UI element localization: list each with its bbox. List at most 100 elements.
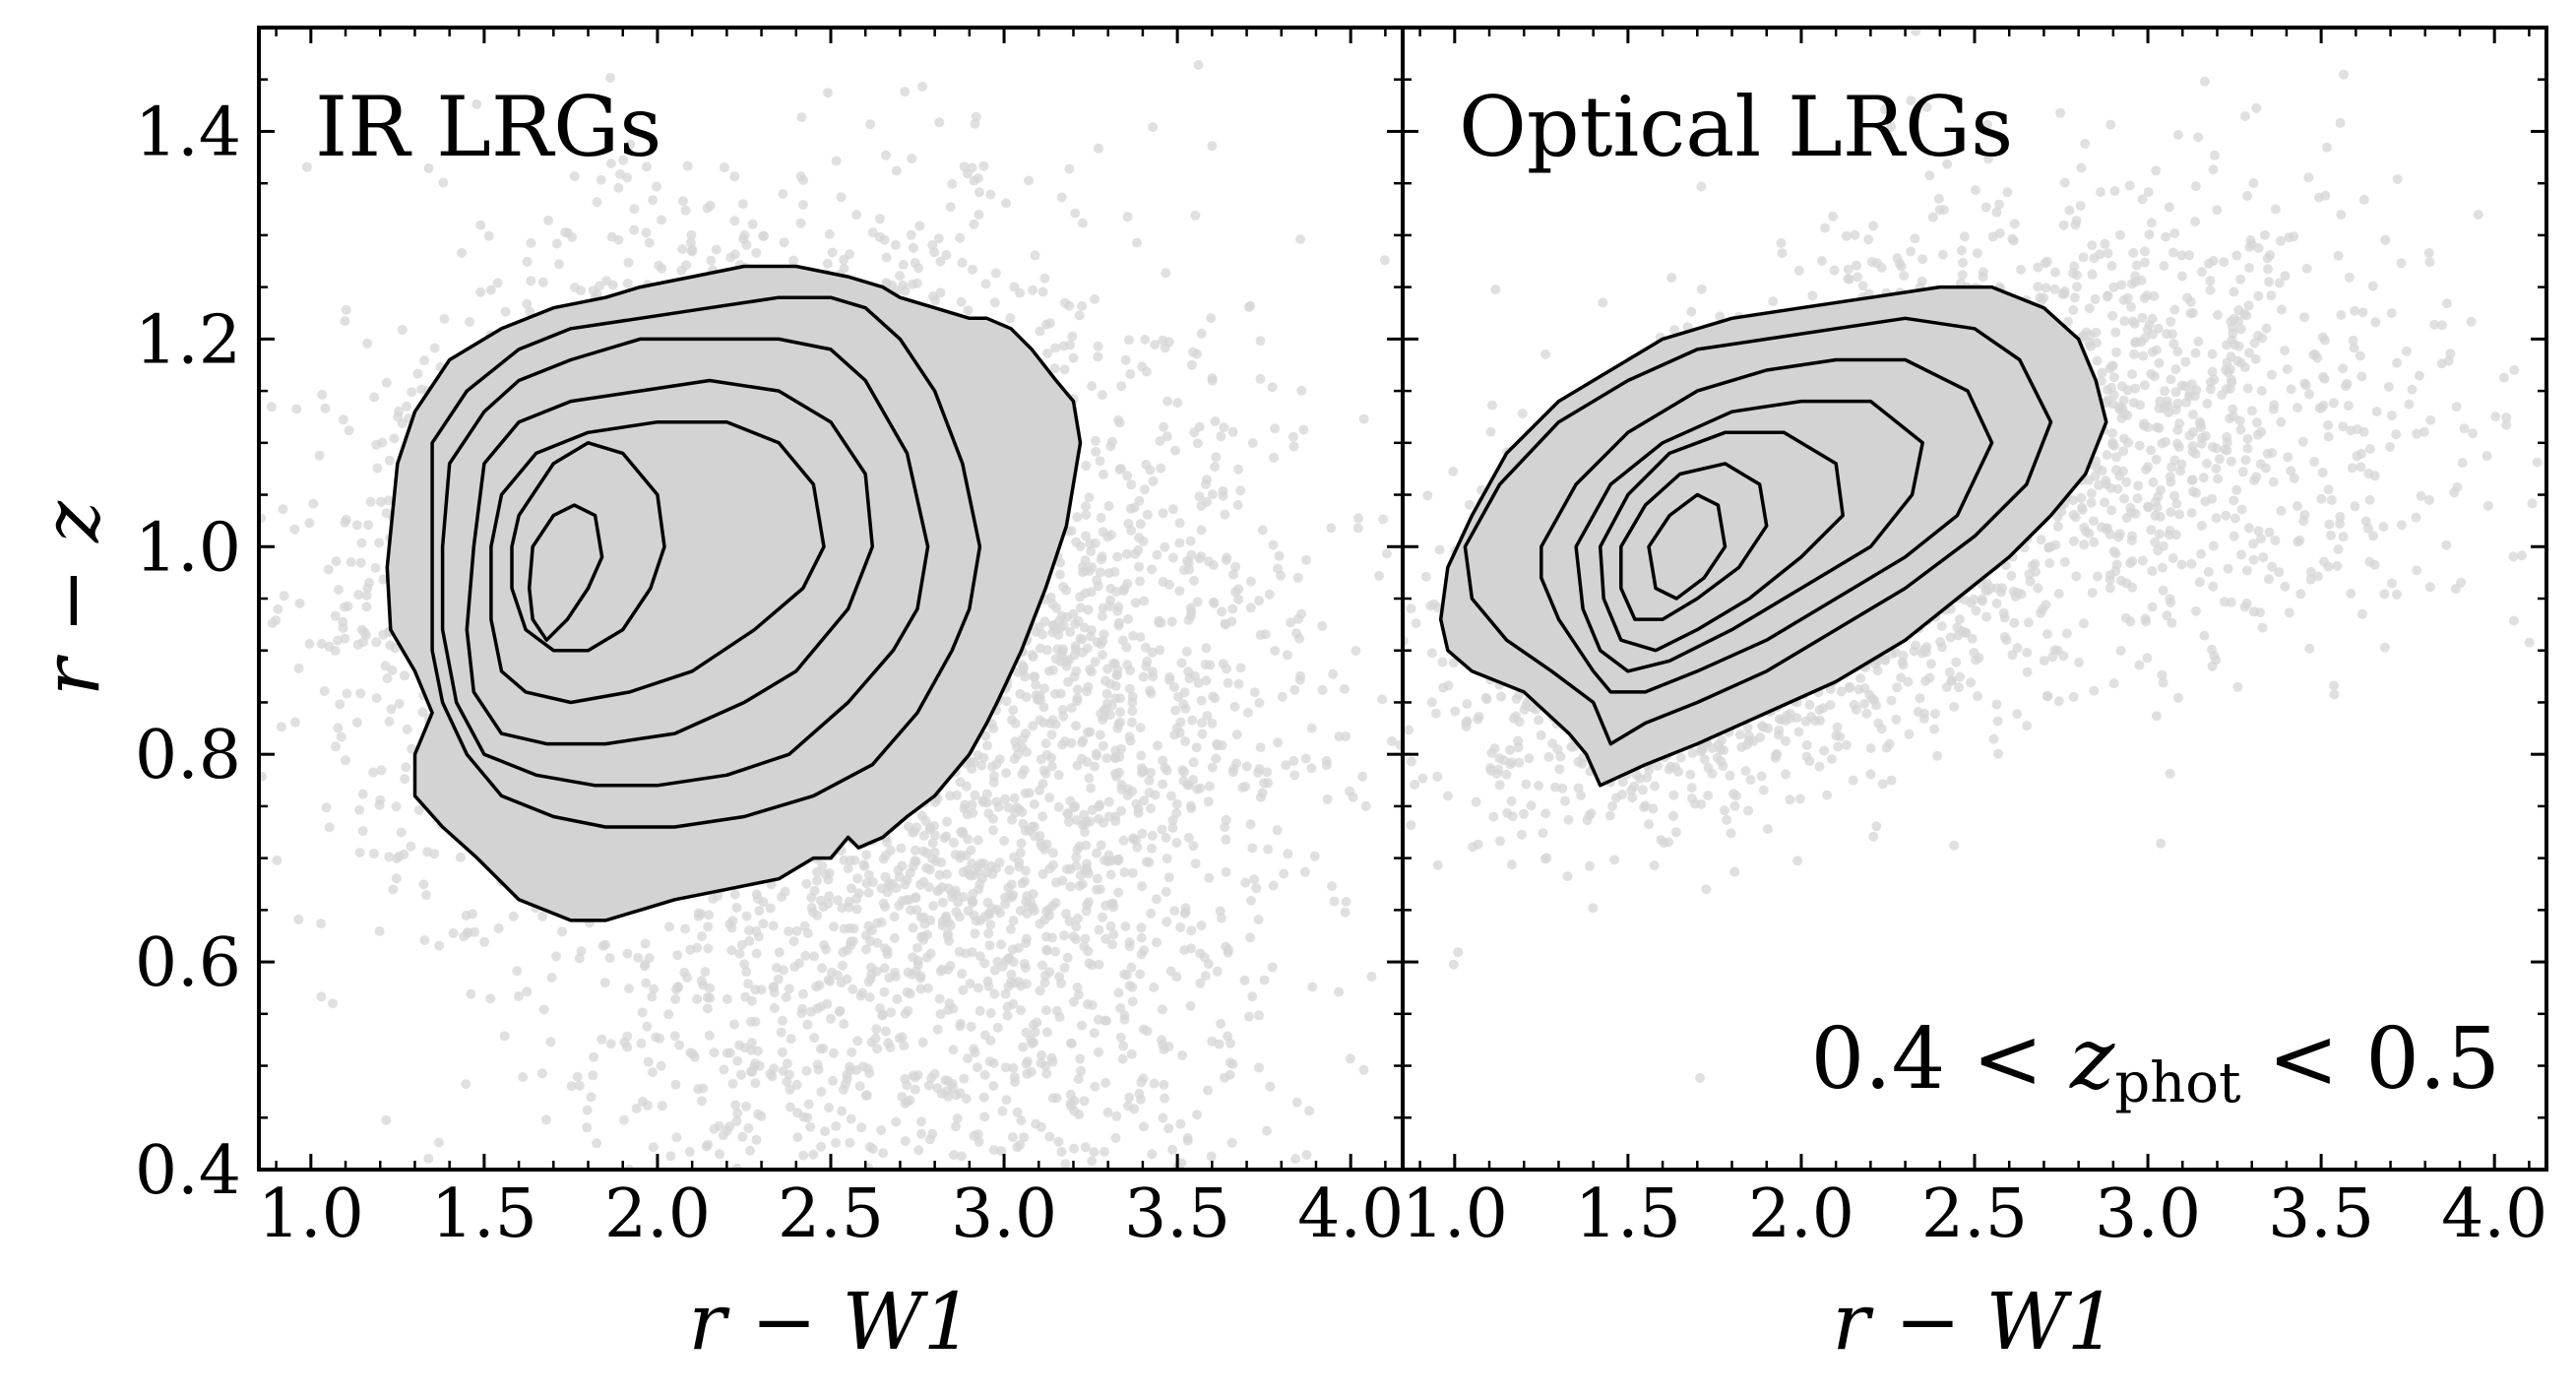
scatter-point — [1194, 421, 1205, 432]
scatter-point — [798, 1111, 809, 1122]
scatter-point — [745, 1066, 756, 1077]
scatter-point — [1041, 839, 1052, 850]
scatter-point — [512, 966, 523, 977]
scatter-point — [1126, 525, 1137, 536]
scatter-point — [652, 181, 661, 192]
scatter-point — [1137, 828, 1148, 839]
scatter-point — [999, 836, 1010, 846]
scatter-point — [912, 955, 923, 966]
scatter-point — [1158, 779, 1168, 790]
scatter-point — [333, 585, 344, 595]
scatter-point — [1163, 872, 1174, 883]
scatter-point — [1000, 794, 1010, 804]
scatter-point — [406, 841, 416, 852]
scatter-point — [892, 993, 903, 1004]
scatter-point — [844, 896, 854, 907]
scatter-point — [1130, 598, 1141, 608]
scatter-point — [816, 1141, 827, 1152]
scatter-point — [613, 234, 624, 245]
scatter-point — [1144, 857, 1155, 867]
scatter-point — [618, 155, 629, 165]
scatter-point — [963, 305, 974, 316]
scatter-point — [1235, 663, 1246, 673]
scatter-point — [982, 740, 992, 751]
scatter-point — [381, 508, 392, 519]
scatter-point — [722, 1048, 732, 1058]
scatter-point — [353, 590, 364, 601]
scatter-point — [1243, 1011, 1254, 1022]
scatter-point — [861, 878, 872, 889]
scatter-point — [1028, 721, 1038, 731]
scatter-point — [1095, 456, 1105, 467]
scatter-point — [413, 804, 424, 815]
scatter-point — [1077, 737, 1088, 748]
scatter-point — [702, 1003, 713, 1014]
scatter-point — [526, 237, 536, 248]
scatter-point — [670, 1079, 681, 1090]
scatter-point — [863, 869, 874, 880]
scatter-point — [1006, 892, 1017, 903]
scatter-point — [687, 246, 697, 257]
scatter-point — [680, 923, 691, 934]
scatter-point — [809, 951, 819, 962]
scatter-point — [1046, 761, 1057, 772]
scatter-point — [1113, 887, 1124, 898]
scatter-point — [1079, 809, 1090, 820]
scatter-point — [774, 947, 785, 958]
scatter-point — [1068, 996, 1079, 1007]
scatter-point — [917, 1037, 928, 1048]
scatter-point — [1041, 906, 1052, 917]
scatter-point — [371, 693, 382, 703]
scatter-point — [1176, 658, 1187, 668]
scatter-point — [1201, 675, 1212, 686]
scatter-point — [845, 923, 855, 933]
scatter-point — [697, 931, 707, 942]
scatter-point — [466, 988, 476, 999]
scatter-point — [901, 895, 911, 906]
scatter-point — [726, 945, 737, 956]
scatter-point — [889, 912, 900, 922]
scatter-point — [1137, 361, 1148, 372]
scatter-point — [1000, 1062, 1011, 1073]
scatter-point — [969, 870, 979, 880]
scatter-point — [294, 598, 305, 608]
scatter-point — [1156, 617, 1166, 628]
scatter-point — [356, 538, 367, 548]
scatter-point — [852, 1036, 863, 1047]
scatter-point — [1041, 1068, 1052, 1079]
scatter-point — [1073, 616, 1084, 626]
scatter-point — [916, 1128, 926, 1139]
scatter-point — [330, 646, 341, 656]
scatter-point — [874, 214, 885, 224]
scatter-point — [1135, 723, 1146, 733]
scatter-point — [1019, 1132, 1030, 1143]
scatter-point — [925, 948, 936, 959]
scatter-point — [1246, 895, 1256, 906]
scatter-point — [846, 855, 855, 865]
scatter-point — [1167, 815, 1178, 826]
scatter-point — [363, 520, 374, 531]
scatter-point — [1081, 863, 1092, 874]
scatter-point — [1241, 761, 1252, 772]
scatter-point — [1178, 776, 1189, 786]
scatter-point — [1125, 369, 1136, 379]
scatter-point — [956, 1151, 967, 1162]
scatter-point — [1171, 838, 1182, 849]
scatter-point — [788, 255, 799, 266]
scatter-point — [988, 1081, 999, 1092]
scatter-point — [1100, 704, 1110, 715]
scatter-point — [471, 99, 482, 109]
scatter-point — [741, 1101, 751, 1111]
scatter-point — [613, 182, 624, 193]
scatter-point — [335, 699, 346, 710]
scatter-point — [622, 172, 633, 183]
scatter-point — [1182, 1133, 1193, 1143]
scatter-point — [788, 936, 799, 947]
scatter-point — [316, 991, 327, 1002]
scatter-point — [908, 827, 918, 838]
scatter-point — [412, 368, 423, 379]
scatter-point — [969, 910, 979, 921]
scatter-point — [1049, 363, 1060, 374]
scatter-point — [1104, 601, 1115, 611]
